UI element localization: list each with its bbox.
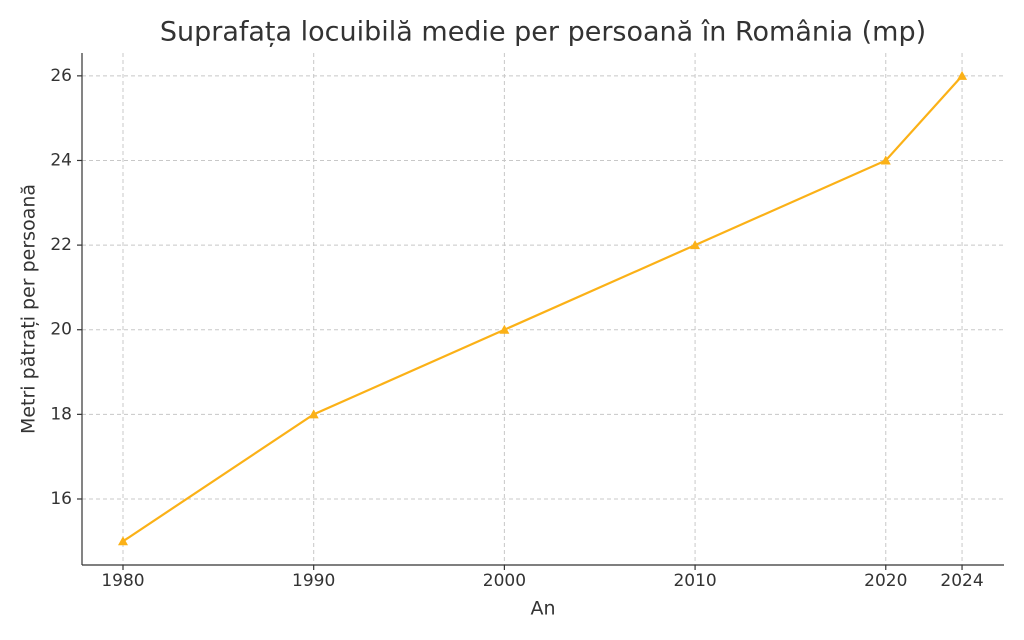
data-point — [957, 70, 968, 80]
data-line — [122, 75, 963, 543]
data-point — [690, 240, 701, 250]
data-point — [499, 324, 510, 334]
data-point — [308, 409, 319, 419]
y-tick-label: 16 — [50, 489, 72, 509]
x-tick-label: 2010 — [673, 571, 716, 591]
y-tick-label: 20 — [50, 320, 72, 340]
y-axis-label: Metri pătrați per persoană — [18, 184, 40, 434]
x-axis-label: An — [530, 598, 555, 620]
x-tick-label: 1980 — [101, 571, 144, 591]
chart-title: Suprafața locuibilă medie per persoană î… — [160, 17, 926, 48]
data-point — [880, 155, 891, 165]
data-point — [117, 536, 128, 546]
x-tick-label: 2020 — [864, 571, 907, 591]
y-tick-label: 18 — [50, 404, 72, 424]
x-tick-label: 2000 — [483, 571, 526, 591]
y-tick-label: 24 — [50, 150, 72, 170]
x-tick-label: 1990 — [292, 571, 335, 591]
y-tick-label: 22 — [50, 235, 72, 255]
y-tick-label: 26 — [50, 66, 72, 86]
x-tick-label: 2024 — [940, 571, 983, 591]
